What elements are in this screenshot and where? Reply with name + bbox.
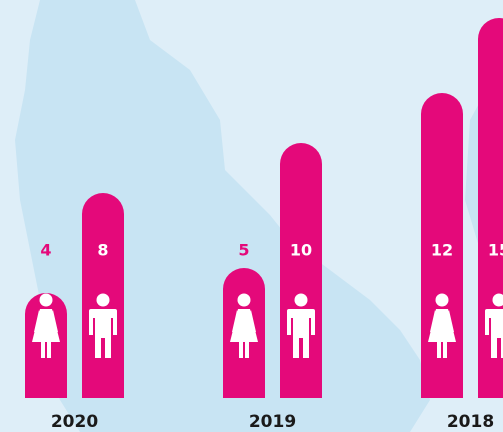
bar	[280, 143, 322, 398]
x-tick-label: 2018	[447, 412, 494, 432]
value-label: 10	[290, 241, 312, 260]
value-label: 4	[40, 241, 51, 260]
value-label: 8	[97, 241, 108, 260]
chart: 4 8 2020 5 10 2019 12 15 2018	[0, 0, 503, 432]
page: {"chart_data": {"type": "bar", "categori…	[0, 0, 503, 432]
value-label: 15	[488, 241, 503, 260]
value-label: 12	[431, 241, 453, 260]
value-label: 5	[238, 241, 249, 260]
bar	[478, 18, 503, 398]
map-silhouette	[15, 0, 430, 432]
x-tick-label: 2019	[249, 412, 296, 432]
bar	[25, 293, 67, 398]
x-tick-label: 2020	[51, 412, 98, 432]
